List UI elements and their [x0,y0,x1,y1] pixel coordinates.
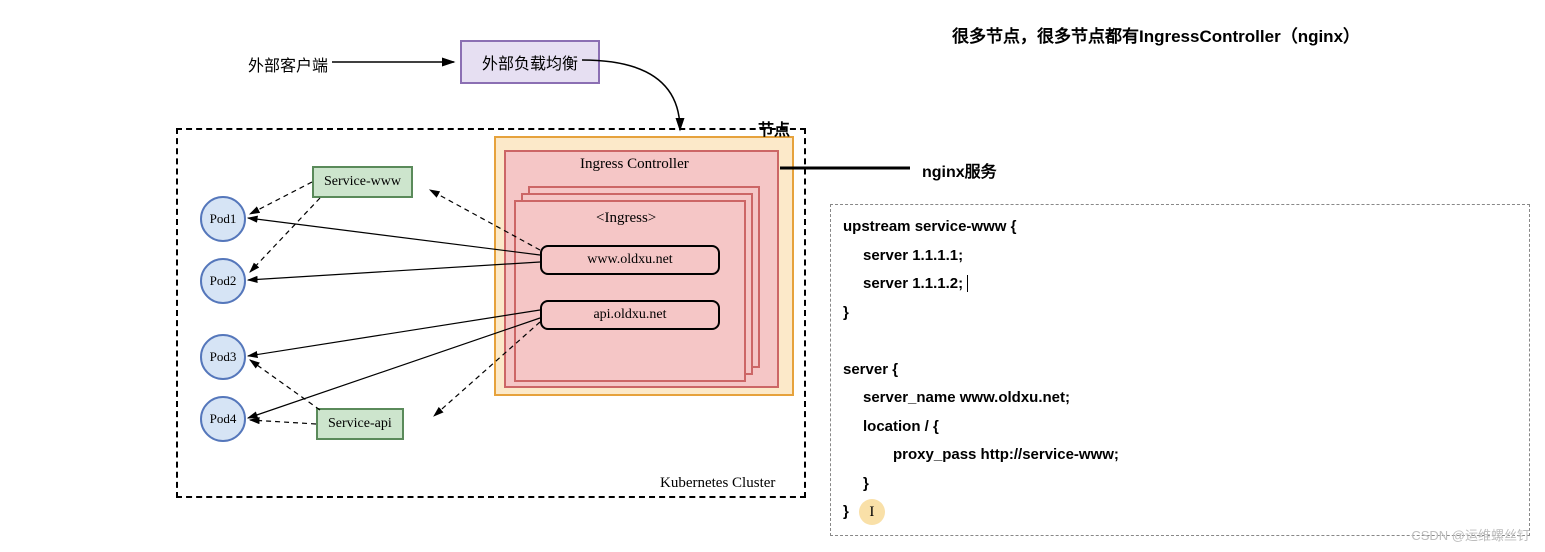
config-line: } [843,470,1517,499]
config-line: }I [843,498,1517,527]
client-label: 外部客户端 [248,52,328,76]
config-line: server 1.1.1.2; [843,270,1517,299]
ingress-label: <Ingress> [596,210,656,227]
text-cursor-icon: I [859,499,885,525]
config-line: server 1.1.1.1; [843,242,1517,271]
config-line: server { [843,356,1517,385]
config-line: } [843,299,1517,328]
ingress-rule-api: api.oldxu.net [540,300,720,330]
pod-3: Pod3 [200,334,246,380]
service-api-box: Service-api [316,408,404,440]
ingress-rule-www: www.oldxu.net [540,245,720,275]
service-www-box: Service-www [312,166,413,198]
cluster-label: Kubernetes Cluster [660,475,775,492]
load-balancer-box: 外部负载均衡 [460,40,600,84]
watermark: CSDN @运维螺丝钉 [1411,525,1530,544]
config-line: upstream service-www { [843,213,1517,242]
config-line: proxy_pass http://service-www; [843,441,1517,470]
node-label: 节点 [758,116,790,140]
nginx-config-box: upstream service-www { server 1.1.1.1; s… [830,204,1530,536]
ingress-card-front [514,200,746,382]
controller-label: Ingress Controller [580,156,689,173]
config-line: server_name www.oldxu.net; [843,384,1517,413]
config-line: location / { [843,413,1517,442]
nginx-service-label: nginx服务 [922,158,997,182]
pod-2: Pod2 [200,258,246,304]
pod-4: Pod4 [200,396,246,442]
header-title: 很多节点，很多节点都有IngressController（nginx） [952,22,1360,47]
pod-1: Pod1 [200,196,246,242]
config-line [843,327,1517,356]
